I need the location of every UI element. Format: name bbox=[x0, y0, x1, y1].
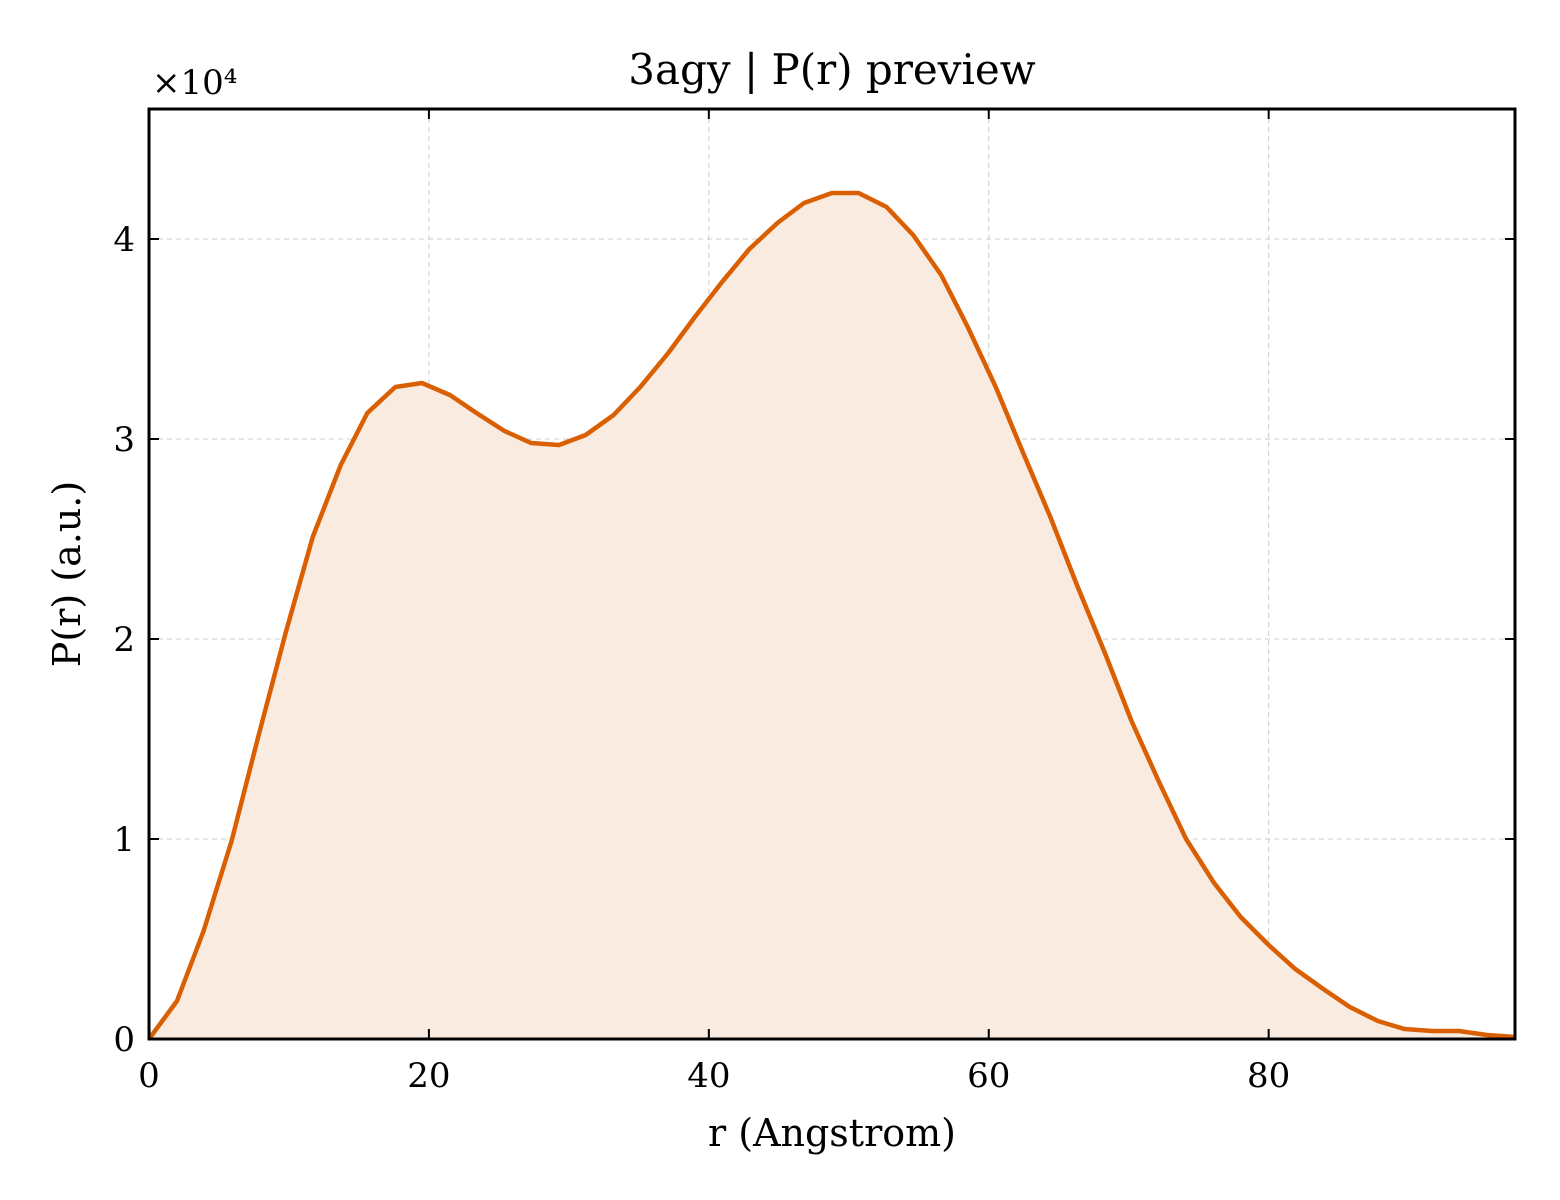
y-tick-label: 1 bbox=[113, 820, 135, 860]
y-axis-label: P(r) (a.u.) bbox=[45, 481, 89, 667]
y-tick-label: 2 bbox=[113, 620, 135, 660]
x-tick-label: 80 bbox=[1247, 1056, 1290, 1096]
x-axis-label: r (Angstrom) bbox=[708, 1111, 956, 1155]
pr-area-fill bbox=[149, 193, 1515, 1039]
axis-ticks: 0 20 40 60 80 0 1 2 3 4 bbox=[113, 109, 1515, 1096]
y-offset-label: ×10⁴ bbox=[152, 63, 237, 103]
x-tick-label: 0 bbox=[138, 1056, 160, 1096]
y-tick-label: 3 bbox=[113, 420, 135, 460]
x-tick-label: 40 bbox=[687, 1056, 730, 1096]
x-tick-label: 60 bbox=[967, 1056, 1010, 1096]
y-tick-label: 0 bbox=[113, 1020, 135, 1060]
y-tick-label: 4 bbox=[113, 220, 135, 260]
x-tick-label: 20 bbox=[407, 1056, 450, 1096]
pr-series-line bbox=[147, 190, 1516, 1041]
chart-title: 3agy | P(r) preview bbox=[628, 45, 1036, 94]
plot-frame bbox=[147, 107, 1517, 1041]
